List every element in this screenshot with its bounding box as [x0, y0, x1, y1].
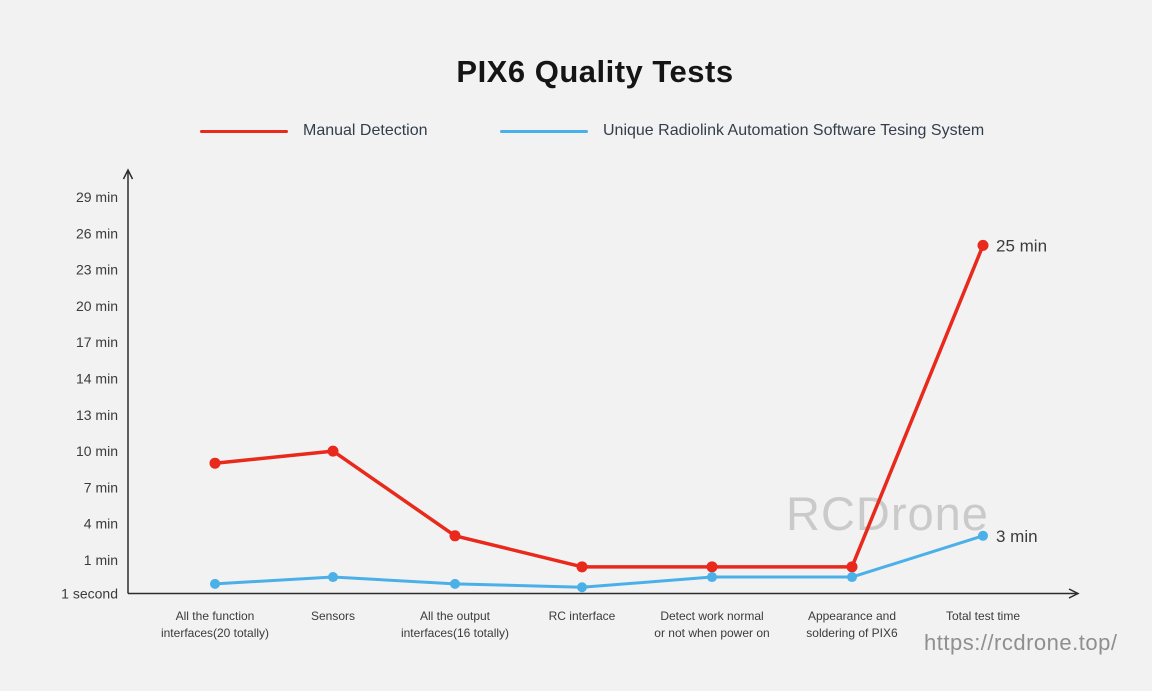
chart-title: PIX6 Quality Tests [456, 54, 734, 89]
data-point [978, 530, 988, 541]
x-axis-label: Total test time [945, 609, 1021, 623]
y-tick-label: 10 min [76, 443, 118, 459]
y-tick-label: 26 min [76, 225, 118, 241]
x-axis-label: All the function interfaces(20 totally) [160, 609, 270, 641]
legend-item-automation-system: Unique Radiolink Automation Software Tes… [500, 122, 984, 140]
x-axis-arrow-icon [1068, 588, 1080, 599]
y-tick-label: 13 min [76, 407, 118, 423]
legend-label-automation-system: Unique Radiolink Automation Software Tes… [603, 122, 985, 139]
data-point [327, 445, 339, 457]
data-point [210, 578, 220, 589]
point-value-label: 25 min [996, 236, 1047, 255]
data-point [707, 572, 717, 583]
series-line-manual-detection [213, 243, 985, 569]
data-point [450, 578, 460, 589]
y-tick-label: 14 min [76, 371, 118, 387]
x-axis-label: Sensors [310, 609, 356, 623]
y-axis-arrow-icon [122, 168, 134, 180]
y-tick-label: 1 min [84, 552, 118, 568]
x-axis-label: All the output interfaces(16 totally) [400, 609, 510, 641]
watermark-rcdrone: RCDrone [786, 487, 989, 540]
data-point [577, 582, 587, 593]
data-point [576, 561, 588, 573]
point-value-label: 3 min [996, 527, 1038, 546]
y-tick-label: 17 min [76, 334, 118, 350]
y-tick-label: 4 min [84, 516, 118, 532]
legend-line-blue [500, 129, 588, 133]
x-axis-label: RC interface [548, 609, 616, 623]
y-tick-label: 20 min [76, 298, 118, 314]
data-point [328, 572, 338, 583]
y-tick-label: 7 min [84, 479, 118, 495]
site-url: https://rcdrone.top/ [924, 630, 1118, 655]
data-point [846, 561, 858, 573]
x-axis-label: Appearance and soldering of PIX6 [806, 609, 898, 641]
legend-label-manual-detection: Manual Detection [303, 122, 428, 139]
legend-item-manual-detection: Manual Detection [200, 122, 428, 140]
y-tick-label: 29 min [76, 189, 118, 205]
data-point [706, 561, 718, 573]
data-point [209, 457, 221, 469]
y-tick-label: 23 min [76, 262, 118, 278]
data-point [449, 530, 461, 542]
legend-line-red [200, 129, 288, 133]
y-tick-label: 1 second [61, 586, 118, 602]
data-point [847, 572, 857, 583]
data-point [977, 239, 989, 251]
x-axis-label: Detect work normal or not when power on [654, 609, 770, 641]
